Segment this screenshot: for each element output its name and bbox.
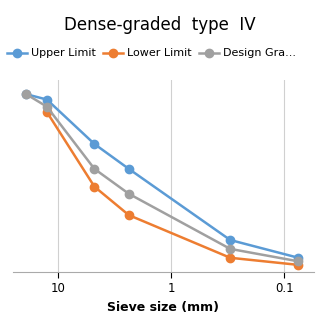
Upper Limit — [45, 98, 49, 101]
Line: Design Gra...: Design Gra... — [22, 90, 302, 266]
X-axis label: Sieve size (mm): Sieve size (mm) — [107, 301, 219, 314]
Line: Upper Limit: Upper Limit — [22, 90, 302, 262]
Line: Lower Limit: Lower Limit — [43, 108, 302, 269]
Lower Limit — [45, 110, 49, 114]
Lower Limit — [296, 263, 300, 267]
Design Gra... — [45, 105, 49, 108]
Upper Limit — [228, 238, 232, 242]
Text: Dense-graded  type  IV: Dense-graded type IV — [64, 16, 256, 34]
Lower Limit — [228, 256, 232, 260]
Design Gra... — [127, 192, 131, 196]
Lower Limit — [92, 185, 96, 188]
Upper Limit — [296, 256, 300, 260]
Upper Limit — [92, 142, 96, 146]
Design Gra... — [24, 92, 28, 96]
Design Gra... — [296, 260, 300, 263]
Design Gra... — [92, 167, 96, 171]
Lower Limit — [127, 213, 131, 217]
Legend: Upper Limit, Lower Limit, Design Gra...: Upper Limit, Lower Limit, Design Gra... — [2, 44, 300, 63]
Design Gra... — [228, 247, 232, 251]
Upper Limit — [127, 167, 131, 171]
Upper Limit — [24, 92, 28, 96]
